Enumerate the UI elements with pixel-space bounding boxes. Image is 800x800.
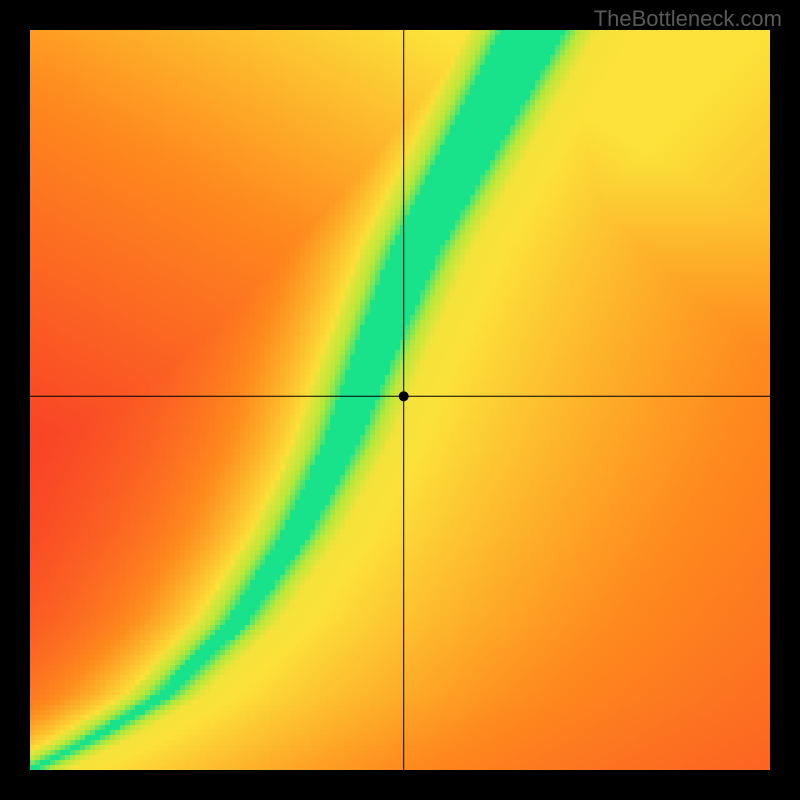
watermark-text: TheBottleneck.com <box>594 6 782 32</box>
chart-frame: TheBottleneck.com <box>0 0 800 800</box>
plot-area <box>30 30 770 770</box>
heatmap-canvas <box>30 30 770 770</box>
